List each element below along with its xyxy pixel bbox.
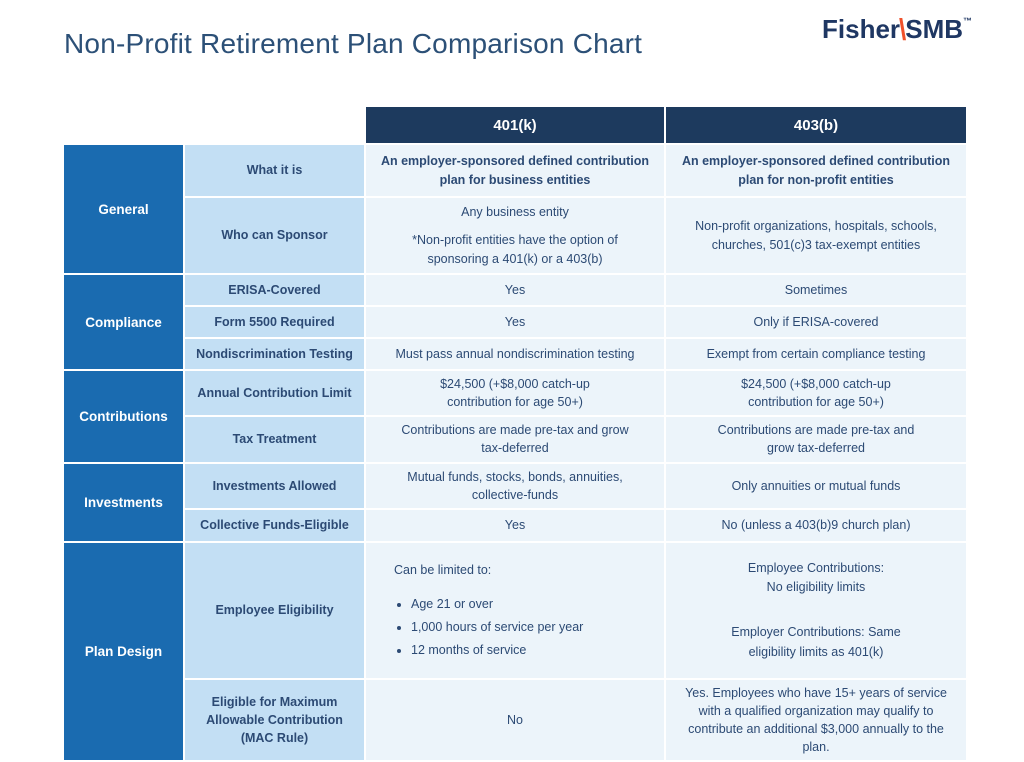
- cell-403b-investments-allowed: Only annuities or mutual funds: [666, 463, 966, 508]
- table-row: Plan Design Employee Eligibility Can be …: [64, 542, 966, 761]
- table-row: Tax Treatment Contributions are made pre…: [64, 417, 966, 462]
- table-row: Who can Sponsor Any business entity *Non…: [64, 198, 966, 273]
- cell-401k-form-5500: Yes: [366, 307, 664, 337]
- list-item: 12 months of service: [411, 642, 584, 659]
- plan-header-row: 401(k) 403(b): [64, 107, 966, 143]
- cell-403b-collective-funds-eligible: No (unless a 403(b)9 church plan): [666, 509, 966, 541]
- column-header-401k: 401(k): [366, 107, 664, 143]
- cell-401k-annual-contribution-limit: $24,500 (+$8,000 catch-up contribution f…: [366, 371, 664, 416]
- cell-line: Any business entity: [461, 205, 569, 220]
- cell-line: *Non-profit entities have the option of …: [412, 233, 618, 266]
- row-label-tax-treatment: Tax Treatment: [185, 417, 364, 462]
- table-row: Contributions Annual Contribution Limit …: [64, 371, 966, 462]
- cell-403b-mac-rule: Yes. Employees who have 15+ years of ser…: [666, 679, 966, 761]
- cell-401k-nondiscrimination-testing: Must pass annual nondiscrimination testi…: [366, 339, 664, 369]
- row-label-employee-eligibility: Employee Eligibility: [185, 542, 364, 678]
- cell-403b-form-5500: Only if ERISA-covered: [666, 307, 966, 337]
- row-label-mac-rule: Eligible for Maximum Allowable Contribut…: [185, 679, 364, 761]
- cell-text: $24,500 (+$8,000 catch-up contribution f…: [440, 377, 590, 410]
- row-label-who-can-sponsor: Who can Sponsor: [185, 198, 364, 273]
- cell-401k-investments-allowed: Mutual funds, stocks, bonds, annuities, …: [366, 463, 664, 508]
- cell-401k-collective-funds-eligible: Yes: [366, 509, 664, 541]
- cell-text: $24,500 (+$8,000 catch-up contribution f…: [741, 377, 891, 410]
- employer-contributions-block: Employer Contributions: Same eligibility…: [731, 623, 901, 662]
- cell-401k-who-can-sponsor: Any business entity *Non-profit entities…: [366, 198, 664, 273]
- cell-401k-tax-treatment: Contributions are made pre-tax and grow …: [366, 417, 664, 462]
- cell-401k-erisa-covered: Yes: [366, 275, 664, 305]
- logo-smb-text: SMB: [905, 14, 964, 44]
- page-title: Non-Profit Retirement Plan Comparison Ch…: [64, 28, 643, 59]
- header-spacer: [64, 107, 364, 143]
- cell-text: Yes. Employees who have 15+ years of ser…: [685, 685, 947, 755]
- category-general: General: [64, 145, 183, 273]
- cell-401k-employee-eligibility: Can be limited to: Age 21 or over 1,000 …: [366, 542, 664, 678]
- list-item: 1,000 hours of service per year: [411, 619, 584, 636]
- cell-403b-what-it-is: An employer-sponsored defined contributi…: [666, 145, 966, 196]
- category-investments: Investments: [64, 463, 183, 541]
- cell-403b-employee-eligibility: Employee Contributions: No eligibility l…: [666, 542, 966, 678]
- cell-403b-annual-contribution-limit: $24,500 (+$8,000 catch-up contribution f…: [666, 371, 966, 416]
- employee-contributions-block: Employee Contributions: No eligibility l…: [748, 559, 884, 598]
- table-row: Form 5500 Required Yes Only if ERISA-cov…: [64, 307, 966, 337]
- row-label-erisa-covered: ERISA-Covered: [185, 275, 364, 305]
- cell-text: Mutual funds, stocks, bonds, annuities, …: [407, 469, 623, 502]
- cell-text: Any business entity *Non-profit entities…: [376, 203, 654, 267]
- cell-403b-who-can-sponsor: Non-profit organizations, hospitals, sch…: [666, 198, 966, 273]
- cell-text: Contributions are made pre-tax and grow …: [717, 423, 915, 456]
- cell-line: Can be limited to:: [394, 562, 492, 577]
- cell-line: Employee Contributions:: [747, 560, 885, 575]
- row-label-collective-funds-eligible: Collective Funds-Eligible: [185, 509, 364, 541]
- cell-text: Non-profit organizations, hospitals, sch…: [695, 219, 937, 252]
- fisher-smb-logo: Fisher\SMB™: [822, 11, 973, 47]
- table-row: General What it is An employer-sponsored…: [64, 145, 966, 273]
- table-row: Nondiscrimination Testing Must pass annu…: [64, 339, 966, 369]
- logo-fisher-text: Fisher: [822, 14, 901, 44]
- category-plan-design: Plan Design: [64, 542, 183, 761]
- cell-line: Employer Contributions: Same: [731, 625, 901, 640]
- column-header-403b: 403(b): [666, 107, 966, 143]
- table-row: Eligible for Maximum Allowable Contribut…: [64, 679, 966, 761]
- row-label-nondiscrimination-testing: Nondiscrimination Testing: [185, 339, 364, 369]
- cell-text: An employer-sponsored defined contributi…: [380, 154, 650, 187]
- table-row: Collective Funds-Eligible Yes No (unless…: [64, 509, 966, 541]
- category-contributions: Contributions: [64, 371, 183, 462]
- cell-line: eligibility limits as 401(k): [748, 644, 884, 659]
- cell-text: Contributions are made pre-tax and grow …: [401, 423, 629, 456]
- row-label-annual-contribution-limit: Annual Contribution Limit: [185, 371, 364, 416]
- cell-403b-erisa-covered: Sometimes: [666, 275, 966, 305]
- cell-401k-mac-rule: No: [366, 679, 664, 761]
- cell-line: No eligibility limits: [766, 579, 866, 594]
- row-label-what-it-is: What it is: [185, 145, 364, 196]
- row-label-form-5500: Form 5500 Required: [185, 307, 364, 337]
- comparison-table: 401(k) 403(b) General What it is An empl…: [62, 105, 968, 762]
- cell-text: Employee Contributions: No eligibility l…: [676, 559, 956, 663]
- logo-slash-mark: \: [899, 11, 907, 47]
- list-item: Age 21 or over: [411, 596, 584, 613]
- row-label-investments-allowed: Investments Allowed: [185, 463, 364, 508]
- category-compliance: Compliance: [64, 275, 183, 369]
- eligibility-bullet-list: Age 21 or over 1,000 hours of service pe…: [394, 596, 584, 659]
- table-row: Investments Investments Allowed Mutual f…: [64, 463, 966, 541]
- cell-403b-nondiscrimination-testing: Exempt from certain compliance testing: [666, 339, 966, 369]
- logo-trademark: ™: [963, 16, 973, 26]
- cell-401k-what-it-is: An employer-sponsored defined contributi…: [366, 145, 664, 196]
- cell-text: An employer-sponsored defined contributi…: [681, 154, 951, 187]
- table-row: Compliance ERISA-Covered Yes Sometimes: [64, 275, 966, 369]
- cell-403b-tax-treatment: Contributions are made pre-tax and grow …: [666, 417, 966, 462]
